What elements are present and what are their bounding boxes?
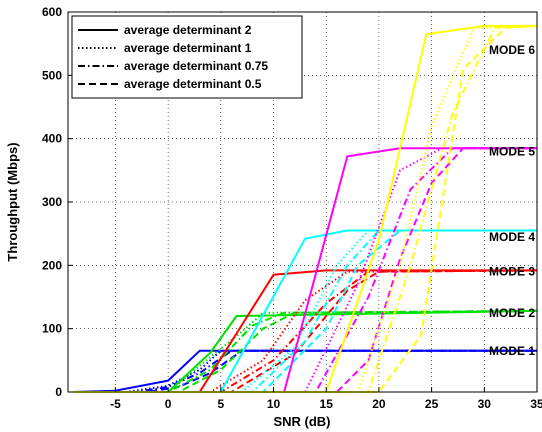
series-line-mode-5-dashdot	[73, 147, 537, 393]
x-tick-label: 0	[165, 397, 172, 411]
mode-label: MODE 1	[489, 344, 535, 358]
x-tick-label: -5	[110, 397, 121, 411]
x-tick-label: 30	[478, 397, 492, 411]
series-line-mode-3-dotted	[73, 269, 538, 393]
x-axis-label: SNR (dB)	[273, 414, 330, 429]
x-tick-label: 25	[425, 397, 439, 411]
axis-ticks: -5 0 5 10 15 20 25 30 35 0 100 200 300 400 500 600	[42, 5, 542, 411]
series-line-mode-5-dashed	[73, 147, 537, 393]
legend-label: average determinant 0.5	[124, 77, 262, 91]
y-tick-label: 300	[42, 195, 62, 209]
y-tick-label: 600	[42, 5, 62, 19]
series-line-mode-3-dashed	[73, 269, 538, 393]
y-tick-label: 0	[55, 385, 62, 399]
y-axis-label: Throughput (Mbps)	[5, 142, 20, 261]
y-tick-label: 100	[42, 322, 62, 336]
legend: average determinant 2 average determinan…	[71, 15, 303, 99]
x-tick-label: 35	[530, 397, 542, 411]
legend-label: average determinant 1	[124, 41, 252, 55]
legend-label: average determinant 0.75	[124, 59, 268, 73]
x-tick-label: 20	[372, 397, 386, 411]
y-tick-label: 500	[42, 68, 62, 82]
mode-label: MODE 6	[489, 43, 535, 57]
y-tick-label: 200	[42, 258, 62, 272]
legend-label: average determinant 2	[124, 23, 252, 37]
series-line-mode-3-dashdot	[73, 269, 538, 393]
series-line-mode-3-solid	[73, 269, 537, 393]
mode-label: MODE 4	[489, 230, 535, 244]
series-line-mode-1-solid	[73, 349, 537, 393]
x-tick-label: 10	[267, 397, 281, 411]
mode-label: MODE 3	[489, 265, 535, 279]
x-tick-label: 15	[320, 397, 334, 411]
mode-label: MODE 5	[489, 144, 535, 158]
x-tick-label: 5	[217, 397, 224, 411]
y-tick-label: 400	[42, 132, 62, 146]
mode-label: MODE 2	[489, 306, 535, 320]
mode-labels: MODE 1 MODE 2 MODE 3 MODE 4 MODE 5 MODE 6	[489, 43, 535, 358]
